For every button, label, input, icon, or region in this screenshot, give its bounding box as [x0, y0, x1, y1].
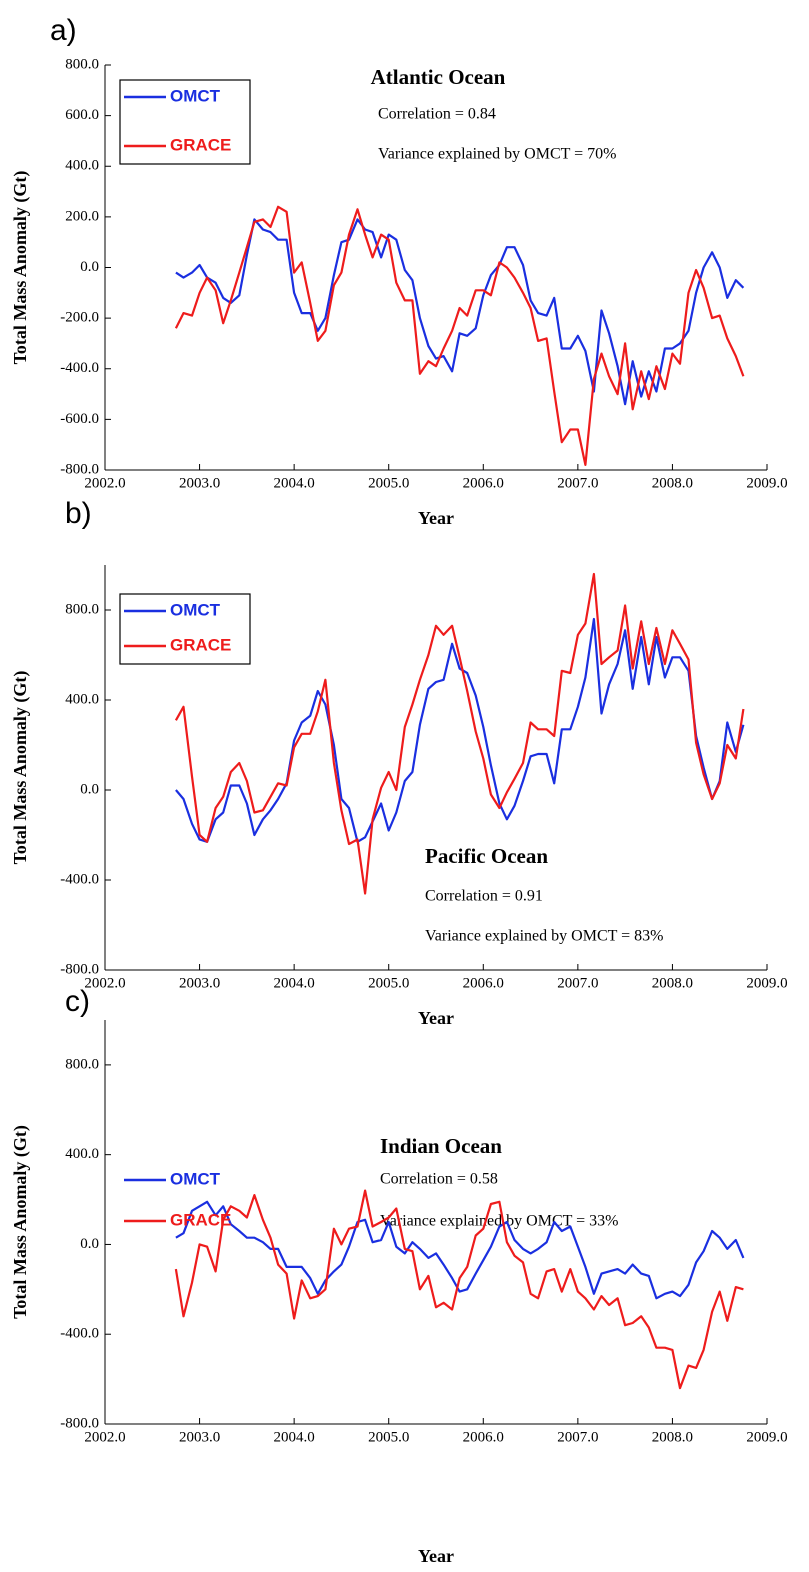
x-tick-label: 2004.0	[274, 1429, 315, 1445]
data-line	[175, 1200, 745, 1300]
x-axis-label: Year	[418, 1008, 454, 1028]
annotation: Variance explained by OMCT = 70%	[378, 146, 616, 163]
y-tick-label: -800.0	[60, 1415, 99, 1431]
y-tick-label: -600.0	[60, 411, 99, 427]
data-line	[175, 617, 745, 843]
data-line	[174, 572, 745, 895]
y-tick-label: -400.0	[60, 871, 99, 887]
x-tick-label: 2008.0	[652, 1429, 693, 1445]
data-line	[175, 218, 745, 406]
x-tick-label: 2003.0	[179, 475, 220, 491]
data-line	[174, 205, 745, 466]
x-tick-label: 2004.0	[274, 475, 315, 491]
y-tick-label: -400.0	[60, 1326, 99, 1342]
legend-label: GRACE	[170, 135, 231, 154]
legend-label: OMCT	[170, 86, 221, 105]
y-axis-label: Total Mass Anomaly (Gt)	[10, 1125, 31, 1319]
y-tick-label: 800.0	[65, 56, 99, 72]
annotation: Correlation = 0.58	[380, 1171, 498, 1188]
x-axis-label: Year	[418, 1546, 454, 1566]
y-axis-label: Total Mass Anomaly (Gt)	[10, 671, 31, 865]
x-tick-label: 2007.0	[557, 1429, 598, 1445]
y-tick-label: 0.0	[80, 259, 99, 275]
y-tick-label: 800.0	[65, 601, 99, 617]
chart-title: Pacific Ocean	[425, 844, 548, 868]
y-tick-label: 600.0	[65, 107, 99, 123]
x-tick-label: 2005.0	[368, 475, 409, 491]
y-tick-label: -800.0	[60, 461, 99, 477]
annotation: Variance explained by OMCT = 83%	[425, 928, 663, 945]
panel: c) -800.0 -400.0 0.0 400.0 800.0 2002.0 2003.0 2…	[10, 985, 788, 1566]
legend-label: OMCT	[170, 1169, 221, 1188]
x-tick-label: 2005.0	[368, 975, 409, 991]
x-tick-label: 2003.0	[179, 975, 220, 991]
panel-label: a)	[50, 14, 77, 47]
panel-label: b)	[65, 497, 92, 530]
annotation: Variance explained by OMCT = 33%	[380, 1213, 618, 1230]
annotation: Correlation = 0.91	[425, 888, 543, 905]
chart-title: Atlantic Ocean	[371, 65, 506, 89]
y-tick-label: 0.0	[80, 1236, 99, 1252]
x-tick-label: 2009.0	[746, 1429, 787, 1445]
x-axis-label: Year	[418, 508, 454, 528]
panel-label: c)	[65, 985, 90, 1018]
x-tick-label: 2006.0	[463, 975, 504, 991]
y-tick-label: 400.0	[65, 1146, 99, 1162]
legend-box	[119, 79, 251, 165]
x-tick-label: 2004.0	[274, 975, 315, 991]
legend-label: GRACE	[170, 635, 231, 654]
panel: b) -800.0 -400.0 0.0 400.0 800.0 2002.0 2003.0 2…	[10, 497, 788, 1028]
chart-title: Indian Ocean	[380, 1134, 502, 1158]
data-line	[174, 1189, 744, 1390]
x-tick-label: 2007.0	[557, 975, 598, 991]
x-tick-label: 2006.0	[463, 475, 504, 491]
y-tick-label: -200.0	[60, 310, 99, 326]
x-tick-label: 2005.0	[368, 1429, 409, 1445]
y-tick-label: 200.0	[65, 208, 99, 224]
legend-label: OMCT	[170, 600, 221, 619]
legend-box	[119, 593, 251, 665]
x-tick-label: 2003.0	[179, 1429, 220, 1445]
annotation: Correlation = 0.84	[378, 106, 496, 123]
x-tick-label: 2008.0	[652, 475, 693, 491]
x-tick-label: 2008.0	[652, 975, 693, 991]
y-axis-label: Total Mass Anomaly (Gt)	[10, 171, 31, 365]
panel: a) -800.0 -600.0 -400.0 -200.0 0.0 200.0 400.0 6…	[10, 14, 788, 528]
x-tick-label: 2006.0	[463, 1429, 504, 1445]
x-tick-label: 2002.0	[84, 475, 125, 491]
x-tick-label: 2009.0	[746, 475, 787, 491]
x-tick-label: 2007.0	[557, 475, 598, 491]
x-tick-label: 2002.0	[84, 975, 125, 991]
y-tick-label: -800.0	[60, 961, 99, 977]
y-tick-label: 400.0	[65, 158, 99, 174]
y-tick-label: 400.0	[65, 691, 99, 707]
y-tick-label: 800.0	[65, 1056, 99, 1072]
y-tick-label: -400.0	[60, 360, 99, 376]
x-tick-label: 2009.0	[746, 975, 787, 991]
x-tick-label: 2002.0	[84, 1429, 125, 1445]
legend-label: GRACE	[170, 1210, 231, 1229]
y-tick-label: 0.0	[80, 781, 99, 797]
